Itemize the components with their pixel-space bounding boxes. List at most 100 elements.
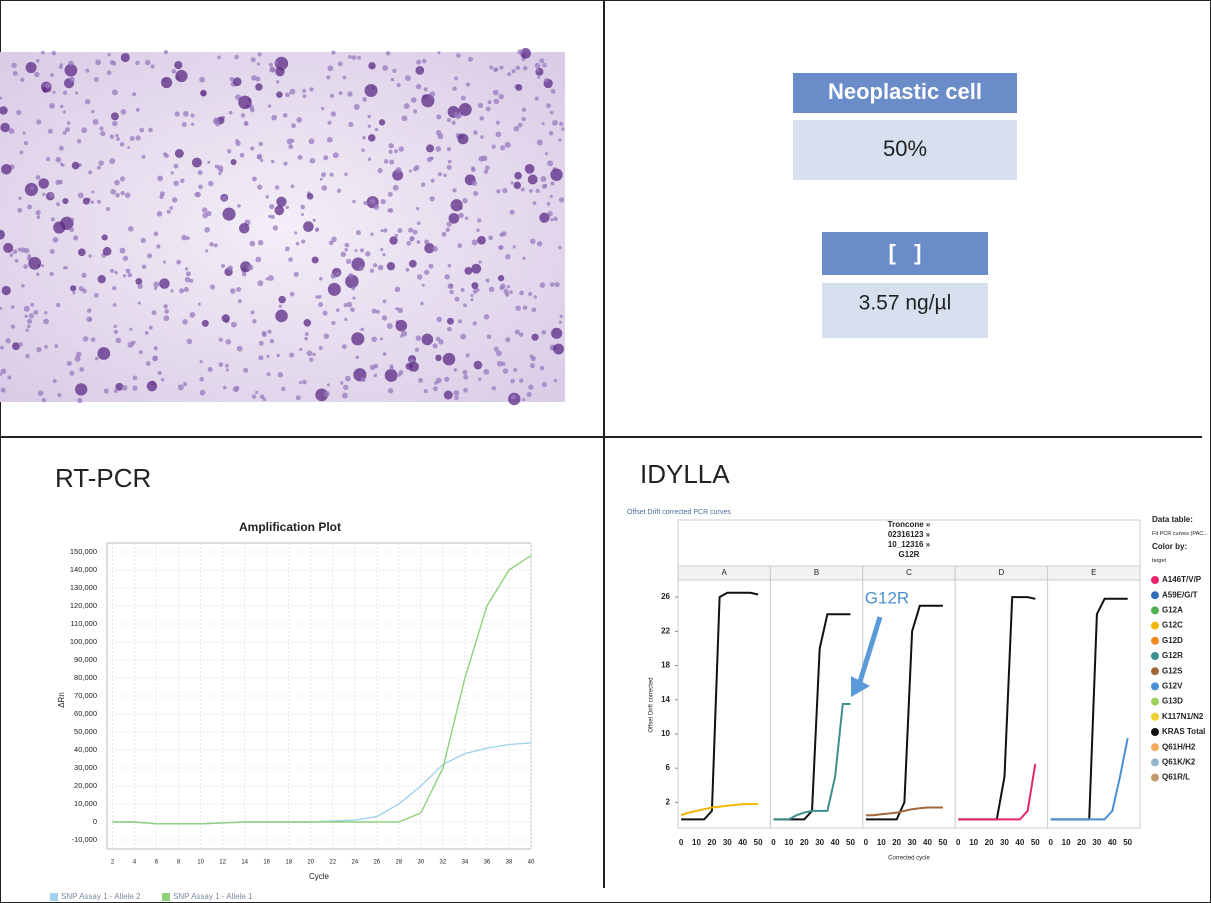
x-tick-label: 2: [111, 860, 115, 866]
cell: [457, 243, 463, 248]
legend-header: target: [1152, 558, 1167, 564]
legend-swatch: [1151, 682, 1159, 691]
cell: [342, 75, 347, 80]
cell: [183, 286, 189, 293]
cell: [128, 226, 134, 232]
cell: [229, 288, 236, 294]
cell: [416, 221, 421, 226]
cell: [289, 88, 296, 95]
x-axis-label: Corrected cycle: [888, 856, 930, 862]
cell: [493, 98, 500, 105]
cell: [306, 350, 313, 357]
cell: [463, 303, 467, 308]
y-tick-label: 140,000: [70, 565, 97, 574]
x-tick-label: 30: [1092, 838, 1101, 847]
cell: [363, 200, 368, 205]
cell: [347, 91, 353, 97]
y-tick-label: 6: [666, 763, 671, 772]
cell: [351, 332, 365, 346]
cell: [336, 188, 342, 193]
cell: [539, 365, 545, 371]
cell: [514, 171, 522, 180]
cell: [23, 141, 29, 146]
cell: [107, 53, 111, 57]
cell: [62, 130, 67, 135]
cell: [251, 394, 257, 399]
cell: [267, 329, 272, 334]
cell: [304, 332, 309, 337]
cell: [496, 350, 502, 357]
cell: [340, 251, 346, 258]
cell: [241, 271, 247, 277]
cell: [24, 314, 28, 318]
cell: [55, 156, 62, 163]
cell: [542, 62, 547, 68]
cell: [330, 93, 335, 98]
cell: [511, 69, 516, 74]
x-tick-label: 40: [528, 860, 535, 866]
cell: [261, 330, 267, 336]
cell: [462, 198, 468, 204]
cell: [61, 163, 65, 167]
cell: [173, 180, 179, 187]
cell: [204, 227, 210, 233]
cell: [370, 232, 374, 236]
cell: [539, 212, 550, 223]
cell: [221, 195, 228, 201]
cell: [449, 289, 454, 295]
cell: [234, 385, 240, 391]
x-tick-label: 22: [329, 860, 336, 866]
cell: [159, 278, 170, 289]
cell: [119, 247, 126, 254]
cell: [345, 375, 351, 382]
cell: [437, 133, 444, 140]
cell: [471, 239, 478, 246]
cell: [344, 317, 348, 322]
cell: [389, 159, 395, 165]
cell: [437, 172, 442, 177]
cell: [553, 216, 558, 222]
cell: [0, 96, 3, 100]
cell: [540, 176, 547, 183]
cell: [480, 135, 484, 139]
chart-title: G12R: [899, 550, 920, 559]
cell: [229, 76, 234, 82]
cell: [285, 205, 289, 210]
x-tick-label: 8: [177, 860, 181, 866]
cell: [517, 49, 523, 55]
y-tick-label: 10: [661, 729, 670, 738]
value-box: [822, 283, 988, 338]
cell: [346, 301, 353, 308]
cell: [448, 213, 460, 224]
legend-swatch: [50, 893, 58, 901]
cell: [97, 199, 101, 204]
cell: [112, 286, 117, 291]
cell: [529, 363, 535, 369]
cell: [541, 382, 547, 388]
cell: [332, 152, 339, 159]
cell: [27, 254, 31, 258]
cell: [447, 263, 452, 268]
cell: [257, 184, 263, 190]
cell: [343, 384, 349, 391]
cell: [509, 209, 515, 215]
cell: [486, 334, 492, 340]
cell: [418, 377, 423, 383]
cell: [335, 272, 341, 277]
x-tick-label: 34: [462, 860, 469, 866]
cell: [371, 308, 377, 314]
cell: [327, 120, 332, 125]
cell: [519, 290, 524, 296]
cell: [498, 94, 504, 100]
chart-title: 10_12316 »: [888, 540, 931, 549]
cell: [201, 319, 209, 327]
cell: [52, 379, 57, 384]
cell: [515, 65, 521, 71]
cell: [327, 65, 334, 72]
legend-swatch: [1151, 576, 1159, 584]
legend-label: SNP Assay 1 - Allele 1: [173, 892, 253, 901]
cell: [88, 170, 93, 175]
cell: [510, 394, 517, 400]
header-text: Neoplastic cell: [828, 79, 982, 104]
cell: [266, 372, 271, 377]
